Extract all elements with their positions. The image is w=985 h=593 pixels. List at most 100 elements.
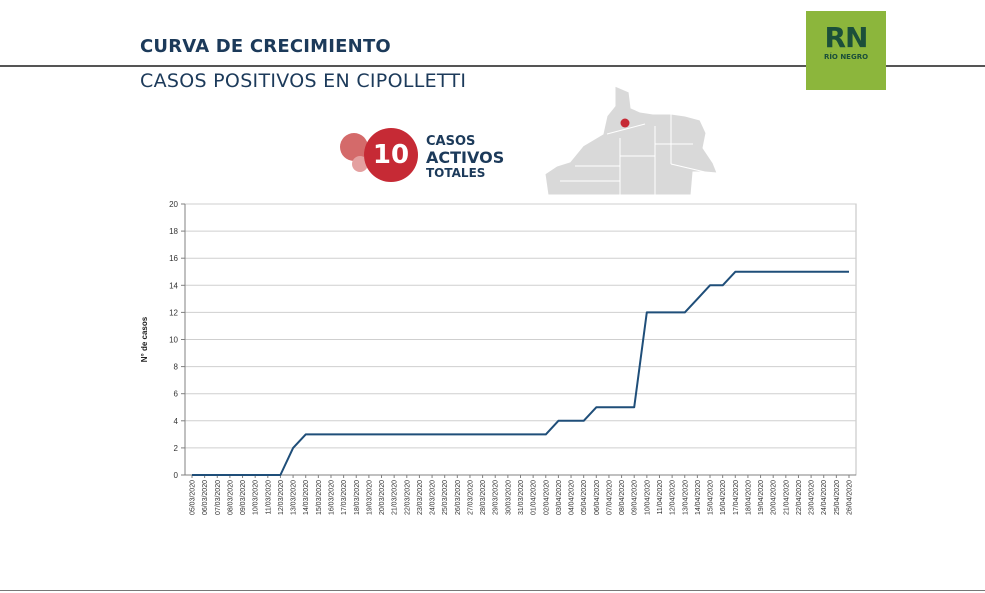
- x-tick-label: 10/03/2020: [253, 480, 260, 515]
- data-point: [456, 433, 458, 435]
- x-tick-label: 16/03/2020: [328, 480, 335, 515]
- x-tick-label: 08/03/2020: [227, 480, 234, 515]
- x-tick-label: 19/03/2020: [366, 480, 373, 515]
- data-point: [835, 271, 837, 273]
- x-tick-label: 04/04/2020: [569, 480, 576, 515]
- x-tick-label: 16/04/2020: [720, 480, 727, 515]
- x-tick-label: 06/03/2020: [202, 480, 209, 515]
- data-point: [696, 298, 698, 300]
- y-tick-label: 4: [174, 417, 179, 426]
- data-point: [292, 447, 294, 449]
- x-tick-label: 24/04/2020: [821, 480, 828, 515]
- data-point: [658, 311, 660, 313]
- x-tick-label: 27/03/2020: [467, 480, 474, 515]
- cipolletti-location-marker: [620, 118, 630, 128]
- data-point: [229, 474, 231, 476]
- y-tick-label: 18: [169, 227, 178, 236]
- x-tick-label: 12/04/2020: [670, 480, 677, 515]
- badge-label-line3: TOTALES: [426, 166, 486, 180]
- data-point: [393, 433, 395, 435]
- y-tick-label: 16: [169, 254, 178, 263]
- x-tick-label: 14/03/2020: [303, 480, 310, 515]
- data-point: [557, 420, 559, 422]
- y-tick-label: 10: [169, 336, 178, 345]
- badge-label-line1: CASOS: [426, 134, 476, 149]
- logo-mark: RN: [824, 21, 869, 54]
- x-tick-label: 11/03/2020: [265, 480, 272, 515]
- y-tick-label: 20: [169, 200, 178, 209]
- x-tick-label: 13/03/2020: [291, 480, 298, 515]
- x-tick-label: 22/04/2020: [796, 480, 803, 515]
- active-cases-badge: 10 CASOS ACTIVOS TOTALES: [338, 128, 518, 186]
- badge-label-line2: ACTIVOS: [426, 148, 505, 167]
- x-tick-label: 31/03/2020: [518, 480, 525, 515]
- y-tick-label: 0: [174, 471, 179, 480]
- data-point: [494, 433, 496, 435]
- y-tick-label: 14: [169, 281, 178, 290]
- data-point: [709, 284, 711, 286]
- data-point: [481, 433, 483, 435]
- data-point: [684, 311, 686, 313]
- data-point: [443, 433, 445, 435]
- data-point: [267, 474, 269, 476]
- data-point: [595, 406, 597, 408]
- data-point: [759, 271, 761, 273]
- x-tick-label: 03/04/2020: [556, 480, 563, 515]
- x-tick-label: 13/04/2020: [682, 480, 689, 515]
- x-tick-label: 07/04/2020: [606, 480, 613, 515]
- x-tick-label: 09/04/2020: [632, 480, 639, 515]
- header-divider: [0, 65, 985, 67]
- data-point: [368, 433, 370, 435]
- x-tick-label: 17/03/2020: [341, 480, 348, 515]
- x-tick-label: 15/03/2020: [316, 480, 323, 515]
- x-tick-label: 07/03/2020: [215, 480, 222, 515]
- data-point: [545, 433, 547, 435]
- rio-negro-province-map-icon: [545, 86, 717, 196]
- x-tick-label: 05/04/2020: [581, 480, 588, 515]
- x-tick-label: 05/03/2020: [190, 480, 197, 515]
- x-tick-label: 25/04/2020: [834, 480, 841, 515]
- x-tick-label: 19/04/2020: [758, 480, 765, 515]
- data-point: [406, 433, 408, 435]
- data-point: [620, 406, 622, 408]
- data-point: [342, 433, 344, 435]
- x-tick-label: 18/04/2020: [745, 480, 752, 515]
- data-point: [823, 271, 825, 273]
- data-point: [355, 433, 357, 435]
- data-point: [633, 406, 635, 408]
- x-tick-label: 29/03/2020: [493, 480, 500, 515]
- data-point: [305, 433, 307, 435]
- rio-negro-logo: RN RÍO NEGRO: [806, 11, 886, 90]
- data-point: [671, 311, 673, 313]
- y-tick-label: 6: [174, 390, 179, 399]
- x-tick-label: 09/03/2020: [240, 480, 247, 515]
- x-tick-label: 21/03/2020: [392, 480, 399, 515]
- x-tick-label: 25/03/2020: [442, 480, 449, 515]
- data-point: [254, 474, 256, 476]
- data-point: [848, 271, 850, 273]
- x-tick-label: 17/04/2020: [733, 480, 740, 515]
- data-point: [431, 433, 433, 435]
- x-tick-label: 26/04/2020: [847, 480, 854, 515]
- data-point: [810, 271, 812, 273]
- data-point: [469, 433, 471, 435]
- data-point: [317, 433, 319, 435]
- x-tick-label: 20/03/2020: [379, 480, 386, 515]
- logo-text: RÍO NEGRO: [823, 53, 869, 61]
- x-tick-label: 28/03/2020: [480, 480, 487, 515]
- chart-subtitle: CASOS POSITIVOS EN CIPOLLETTI: [140, 70, 467, 92]
- data-point: [241, 474, 243, 476]
- x-tick-label: 21/04/2020: [783, 480, 790, 515]
- data-point: [734, 271, 736, 273]
- data-point: [418, 433, 420, 435]
- data-point: [797, 271, 799, 273]
- data-point: [279, 474, 281, 476]
- chart-title: CURVA DE CRECIMIENTO: [140, 36, 391, 57]
- data-point: [203, 474, 205, 476]
- y-tick-label: 8: [174, 363, 179, 372]
- x-tick-label: 14/04/2020: [695, 480, 702, 515]
- x-tick-label: 06/04/2020: [594, 480, 601, 515]
- data-point: [747, 271, 749, 273]
- x-tick-label: 10/04/2020: [644, 480, 651, 515]
- data-point: [380, 433, 382, 435]
